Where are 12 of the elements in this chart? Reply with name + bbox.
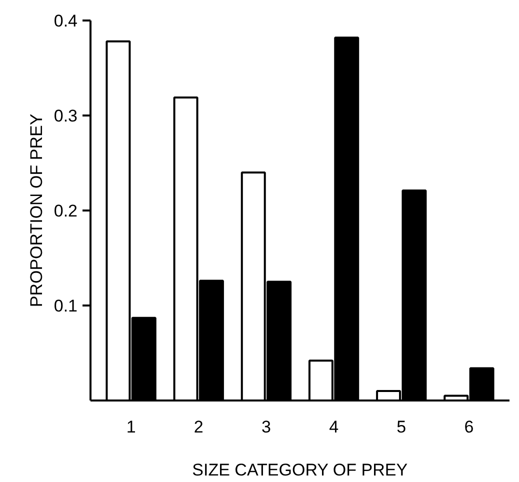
x-tick-label: 4	[329, 418, 339, 436]
x-tick-label: 1	[126, 418, 136, 436]
y-axis-title: PROPORTION OF PREY	[26, 114, 46, 308]
y-tick-label: 0.3	[54, 106, 78, 126]
x-tick-label: 2	[194, 418, 204, 436]
y-tick-label: 0.4	[54, 12, 78, 30]
x-tick-label: 6	[464, 418, 474, 436]
y-tick-label: 0.1	[54, 296, 78, 316]
x-tick-label: 5	[396, 418, 406, 436]
x-tick-label: 3	[261, 418, 271, 436]
y-tick-label: 0.2	[54, 202, 78, 220]
x-axis-title: SIZE CATEGORY OF PREY	[192, 460, 408, 480]
